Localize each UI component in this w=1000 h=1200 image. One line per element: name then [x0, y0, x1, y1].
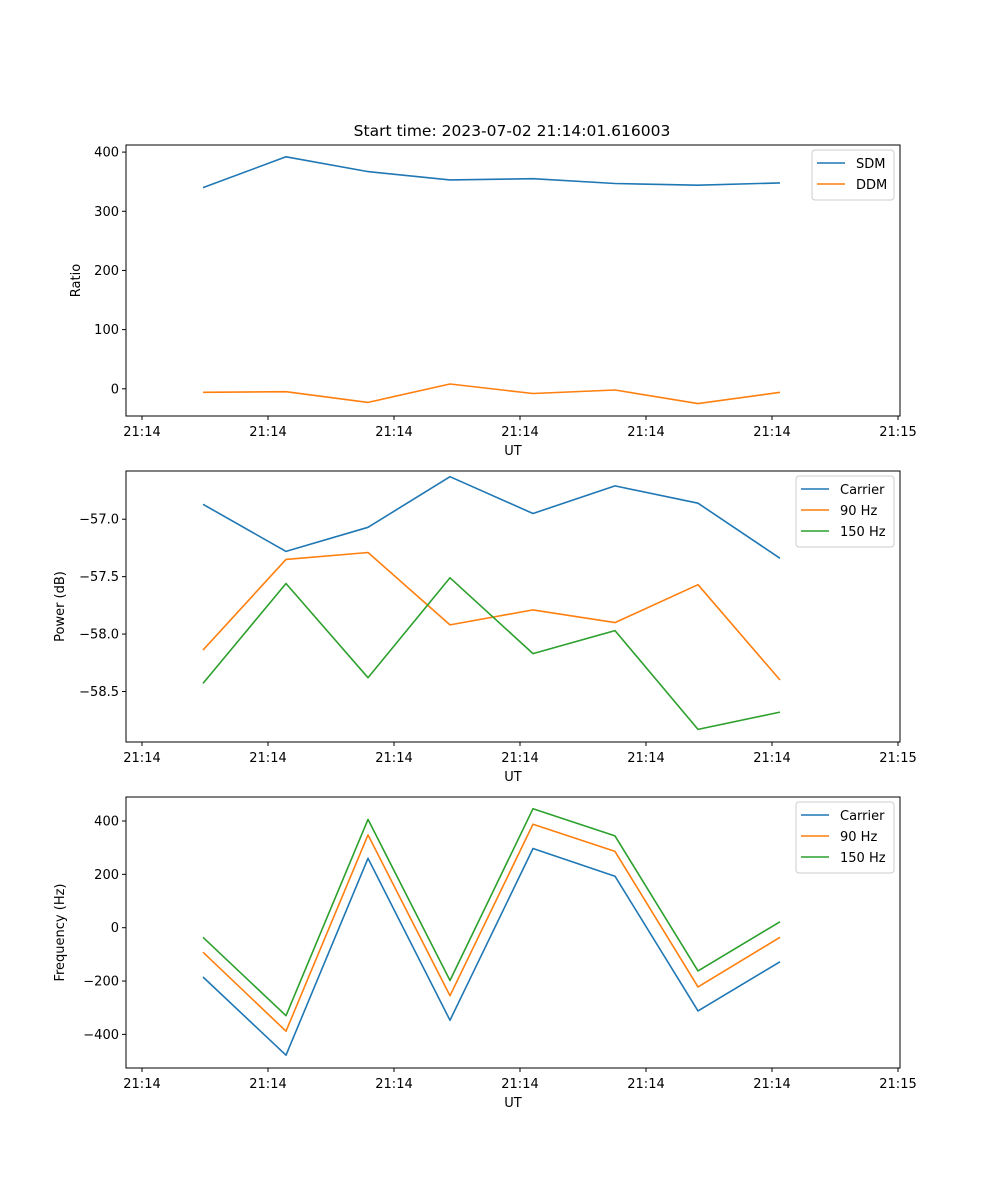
x-tick-label: 21:14 [249, 425, 286, 440]
x-tick-label: 21:14 [753, 1077, 790, 1092]
x-tick-label: 21:14 [375, 425, 412, 440]
x-tick-label: 21:14 [501, 1077, 538, 1092]
y-axis-label: Ratio [69, 264, 84, 297]
series-line-ddm [202, 383, 781, 405]
subplots: 21:14 21:14 21:14 21:14 21:14 21:14 21:15 0 100 2… [53, 144, 917, 1111]
subplot-1: 21:14 21:14 21:14 21:14 21:14 21:14 21:15 0 100 2… [69, 144, 917, 459]
legend-label: DDM [856, 178, 887, 193]
y-axis-label: Frequency (Hz) [53, 883, 68, 981]
legend: Carrier 90 Hz 150 Hz [795, 475, 895, 548]
y-tick-label: −58.0 [79, 628, 119, 643]
x-axis-label: UT [504, 444, 522, 459]
x-tick-label: 21:14 [753, 425, 790, 440]
x-tick-label: 21:15 [879, 1077, 916, 1092]
x-tick-label: 21:15 [879, 425, 916, 440]
legend-label: Carrier [840, 483, 885, 498]
y-tick-label: 400 [94, 146, 119, 161]
x-tick-label: 21:14 [123, 1077, 160, 1092]
y-tick-label: 200 [94, 264, 119, 279]
x-tick-label: 21:14 [753, 751, 790, 766]
x-tick-label: 21:14 [501, 425, 538, 440]
y-tick-label: −58.5 [79, 685, 119, 700]
legend-label: 150 Hz [840, 525, 886, 540]
series-line-150-hz [202, 576, 781, 731]
y-tick-label: 0 [111, 921, 119, 936]
legend-box [795, 801, 895, 874]
legend-label: Carrier [840, 809, 885, 824]
x-tick-label: 21:15 [879, 751, 916, 766]
y-tick-label: −400 [83, 1028, 119, 1043]
y-tick-label: −57.0 [79, 513, 119, 528]
y-tick-label: 200 [94, 868, 119, 883]
x-axis-label: UT [504, 1096, 522, 1111]
x-tick-label: 21:14 [123, 751, 160, 766]
chart-title: Start time: 2023-07-02 21:14:01.616003 [354, 122, 671, 140]
y-tick-label: 400 [94, 815, 119, 830]
x-tick-label: 21:14 [249, 751, 286, 766]
series-line-carrier [202, 847, 781, 1056]
x-tick-label: 21:14 [375, 751, 412, 766]
y-tick-label: 100 [94, 323, 119, 338]
axes-frame [125, 470, 901, 743]
y-axis-label: Power (dB) [53, 571, 68, 642]
x-tick-label: 21:14 [627, 751, 664, 766]
legend-box [795, 475, 895, 548]
subplot-3: 21:14 21:14 21:14 21:14 21:14 21:14 21:15 −400 −… [53, 796, 917, 1111]
axes-frame [125, 144, 901, 417]
subplot-2: 21:14 21:14 21:14 21:14 21:14 21:14 21:15 −58.5… [53, 470, 917, 785]
x-tick-label: 21:14 [501, 751, 538, 766]
y-tick-label: −200 [83, 975, 119, 990]
x-tick-label: 21:14 [123, 425, 160, 440]
x-tick-label: 21:14 [627, 425, 664, 440]
axes-frame [125, 796, 901, 1069]
x-tick-label: 21:14 [375, 1077, 412, 1092]
legend-label: 150 Hz [840, 851, 886, 866]
x-axis-label: UT [504, 770, 522, 785]
legend: SDM DDM [811, 149, 895, 201]
series-line-90-hz [202, 551, 781, 681]
legend-label: SDM [856, 157, 885, 172]
series-line-90-hz [202, 823, 781, 1032]
series-line-carrier [202, 475, 781, 559]
y-tick-label: 300 [94, 205, 119, 220]
legend-label: 90 Hz [840, 504, 877, 519]
x-tick-label: 21:14 [627, 1077, 664, 1092]
x-tick-label: 21:14 [249, 1077, 286, 1092]
y-tick-label: −57.5 [79, 570, 119, 585]
y-tick-label: 0 [111, 382, 119, 397]
legend: Carrier 90 Hz 150 Hz [795, 801, 895, 874]
legend-label: 90 Hz [840, 830, 877, 845]
series-line-150-hz [202, 807, 781, 1017]
series-line-sdm [202, 156, 781, 189]
